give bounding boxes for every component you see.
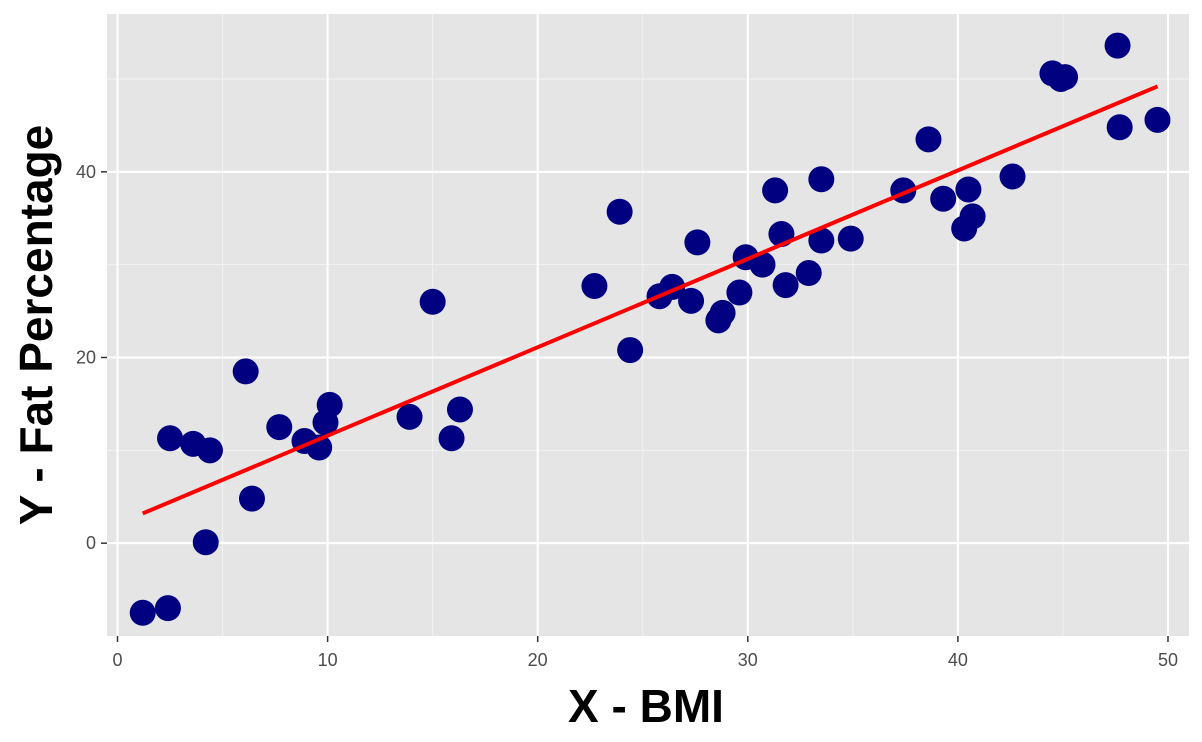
data-point [266, 414, 293, 441]
data-point [196, 437, 223, 464]
data-point [581, 273, 608, 300]
y-tick-label: 20 [76, 347, 96, 367]
data-point [238, 485, 265, 512]
y-axis-ticks: 0 20 40 [76, 162, 107, 553]
data-point [808, 227, 835, 254]
data-point [232, 358, 259, 385]
data-point [1144, 106, 1171, 133]
data-point [726, 279, 753, 306]
data-point [762, 177, 789, 204]
data-point [930, 185, 957, 212]
regression-line-group [141, 84, 1159, 516]
data-point [606, 198, 633, 225]
x-axis-title: X - BMI [568, 680, 724, 732]
data-point [396, 403, 423, 430]
data-point [1052, 64, 1079, 91]
data-point [959, 203, 986, 230]
data-point [446, 396, 473, 423]
x-tick-label: 0 [112, 650, 122, 670]
data-point [1104, 32, 1131, 59]
x-tick-label: 40 [948, 650, 968, 670]
x-tick-label: 50 [1158, 650, 1178, 670]
x-tick-label: 30 [738, 650, 758, 670]
data-point [157, 425, 184, 452]
data-point [192, 529, 219, 556]
minor-gridlines [107, 14, 1189, 636]
regression-line [141, 84, 1159, 516]
data-point [709, 299, 736, 326]
data-point [749, 251, 776, 278]
data-point [419, 288, 446, 315]
data-point [438, 425, 465, 452]
y-axis-title: Y - Fat Percentage [10, 125, 62, 526]
x-tick-label: 10 [318, 650, 338, 670]
y-tick-label: 40 [76, 162, 96, 182]
major-gridlines [107, 14, 1189, 636]
data-point [808, 166, 835, 193]
data-points [129, 32, 1171, 626]
plot-panel [107, 14, 1189, 636]
x-axis-ticks: 0 10 20 30 40 50 [112, 636, 1178, 670]
data-point [915, 126, 942, 153]
data-point [772, 272, 799, 299]
data-point [795, 260, 822, 287]
y-tick-label: 0 [86, 533, 96, 553]
data-point [678, 287, 705, 314]
data-point [837, 225, 864, 252]
data-point [617, 337, 644, 364]
x-tick-label: 20 [528, 650, 548, 670]
data-point [955, 176, 982, 203]
data-point [1106, 114, 1133, 141]
data-point [129, 599, 156, 626]
data-point [154, 595, 181, 622]
data-point [999, 163, 1026, 190]
data-point [684, 229, 711, 256]
data-point [316, 391, 343, 418]
